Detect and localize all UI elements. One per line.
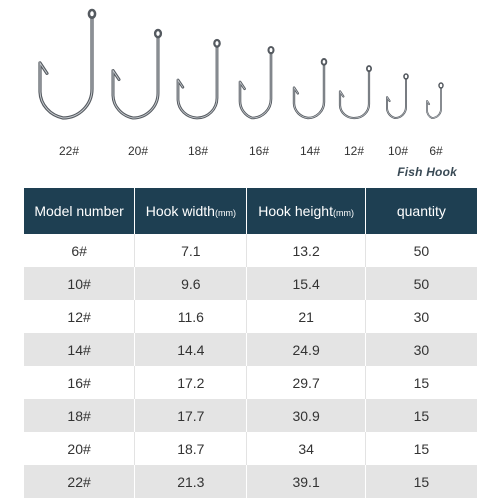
- table-row: 16# 17.2 29.7 15: [24, 366, 477, 399]
- hook-label-12: 12#: [343, 144, 365, 158]
- hook-label-18: 18#: [187, 144, 209, 158]
- cell-model: 20#: [24, 432, 136, 465]
- cell-model: 14#: [24, 333, 136, 366]
- hook-22-icon: [38, 8, 97, 120]
- table-row: 10# 9.6 15.4 50: [24, 267, 477, 300]
- hook-16-icon: [238, 45, 275, 120]
- hook-size-table: Model number Hook width(mm) Hook height(…: [24, 188, 477, 498]
- brand-label: Fish Hook: [397, 165, 457, 179]
- header-width-unit: (mm): [214, 208, 236, 218]
- cell-quantity: 30: [365, 333, 477, 366]
- cell-quantity: 15: [365, 432, 477, 465]
- header-hook-height: Hook height(mm): [246, 188, 366, 234]
- hook-12-icon: [338, 65, 372, 120]
- cell-height: 34: [246, 432, 366, 465]
- hook-label-6: 6#: [429, 144, 443, 158]
- cell-width: 21.3: [134, 465, 248, 498]
- cell-width: 18.7: [134, 432, 248, 465]
- cell-quantity: 50: [365, 267, 477, 300]
- cell-model: 22#: [24, 465, 136, 498]
- cell-height: 39.1: [246, 465, 366, 498]
- hook-label-16: 16#: [248, 144, 270, 158]
- hook-6-icon: [426, 82, 444, 119]
- cell-quantity: 30: [365, 300, 477, 333]
- hook-20-icon: [111, 28, 163, 120]
- cell-height: 29.7: [246, 366, 366, 399]
- cell-width: 11.6: [134, 300, 248, 333]
- cell-width: 7.1: [134, 234, 248, 267]
- table-header-row: Model number Hook width(mm) Hook height(…: [24, 188, 477, 234]
- header-hook-width: Hook width(mm): [134, 188, 248, 234]
- table-row: 18# 17.7 30.9 15: [24, 399, 477, 432]
- cell-quantity: 15: [365, 366, 477, 399]
- cell-width: 17.2: [134, 366, 248, 399]
- cell-model: 18#: [24, 399, 136, 432]
- hook-label-22: 22#: [58, 144, 80, 158]
- hook-illustrations: [38, 8, 444, 120]
- cell-model: 6#: [24, 234, 136, 267]
- cell-quantity: 50: [365, 234, 477, 267]
- hook-label-14: 14#: [299, 144, 321, 158]
- hook-label-10: 10#: [387, 144, 409, 158]
- hook-18-icon: [176, 38, 221, 120]
- hook-10-icon: [386, 73, 409, 119]
- cell-width: 9.6: [134, 267, 248, 300]
- hook-label-20: 20#: [127, 144, 149, 158]
- cell-height: 13.2: [246, 234, 366, 267]
- cell-model: 12#: [24, 300, 136, 333]
- header-model-number: Model number: [24, 188, 136, 234]
- cell-height: 21: [246, 300, 366, 333]
- table-row: 22# 21.3 39.1 15: [24, 465, 477, 498]
- header-quantity: quantity: [365, 188, 477, 234]
- cell-width: 17.7: [134, 399, 248, 432]
- cell-model: 16#: [24, 366, 136, 399]
- table-row: 12# 11.6 21 30: [24, 300, 477, 333]
- table-row: 14# 14.4 24.9 30: [24, 333, 477, 366]
- cell-model: 10#: [24, 267, 136, 300]
- hook-14-icon: [292, 58, 328, 120]
- table-row: 20# 18.7 34 15: [24, 432, 477, 465]
- cell-quantity: 15: [365, 399, 477, 432]
- cell-height: 30.9: [246, 399, 366, 432]
- cell-width: 14.4: [134, 333, 248, 366]
- cell-height: 15.4: [246, 267, 366, 300]
- cell-quantity: 15: [365, 465, 477, 498]
- table-row: 6# 7.1 13.2 50: [24, 234, 477, 267]
- cell-height: 24.9: [246, 333, 366, 366]
- header-height-unit: (mm): [332, 208, 354, 218]
